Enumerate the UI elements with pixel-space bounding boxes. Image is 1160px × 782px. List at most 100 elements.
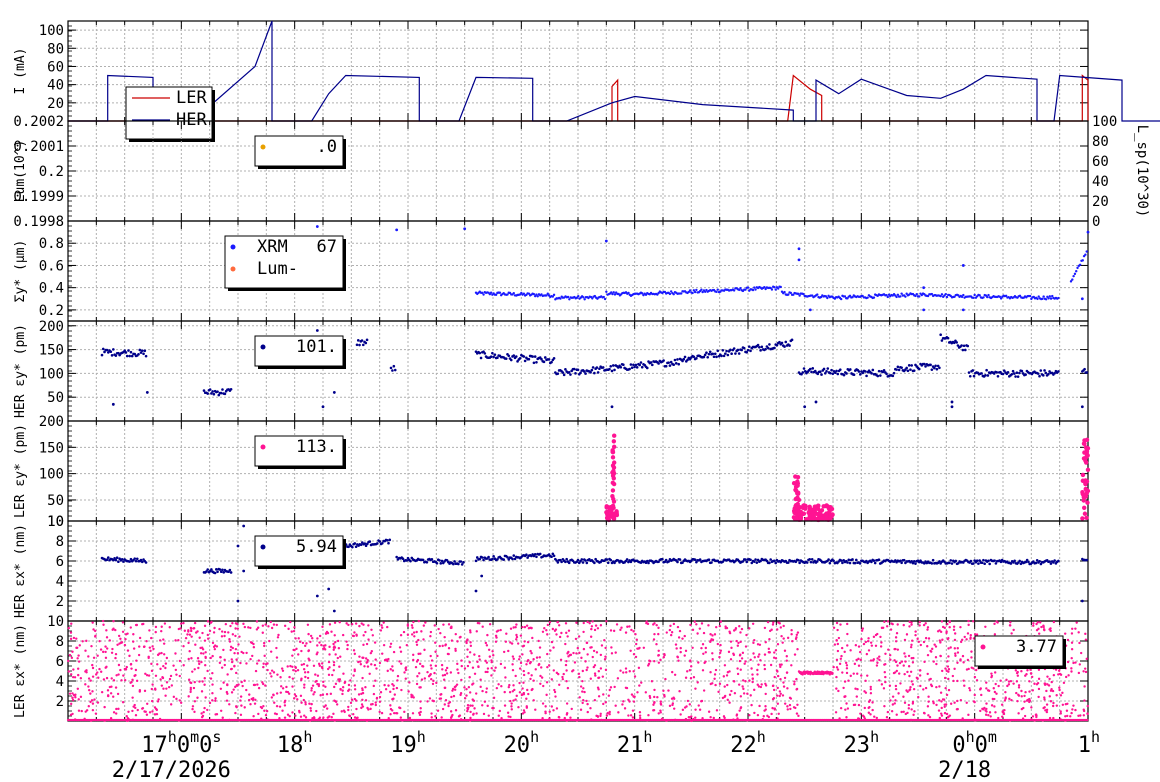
- data-point: [212, 392, 216, 396]
- data-point: [507, 354, 511, 358]
- data-point: [1077, 714, 1080, 718]
- data-point: [558, 683, 561, 686]
- data-point: [1076, 266, 1079, 270]
- data-point: [162, 687, 165, 690]
- data-point: [908, 625, 911, 628]
- data-point: [846, 644, 849, 647]
- data-point: [843, 650, 846, 654]
- data-point: [886, 620, 890, 623]
- data-point: [965, 701, 968, 704]
- data-point: [645, 559, 649, 563]
- data-point: [1075, 269, 1078, 273]
- data-point: [194, 631, 198, 634]
- data-point: [611, 433, 617, 438]
- data-point: [87, 688, 91, 692]
- data-point: [496, 558, 499, 561]
- data-point: [378, 700, 382, 703]
- data-point: [299, 694, 303, 698]
- data-point: [208, 629, 212, 633]
- data-point: [98, 639, 101, 643]
- data-point: [412, 631, 416, 634]
- data-point: [974, 668, 978, 672]
- data-point: [190, 635, 193, 638]
- data-point: [120, 641, 124, 644]
- data-point: [469, 710, 472, 714]
- data-point: [202, 652, 205, 655]
- data-point: [106, 689, 110, 692]
- data-point: [635, 642, 638, 646]
- data-point: [203, 677, 206, 680]
- data-point: [582, 630, 585, 634]
- data-point: [790, 338, 794, 342]
- data-point: [1049, 562, 1053, 565]
- data-point: [148, 629, 151, 632]
- data-point: [871, 708, 874, 712]
- data-point: [631, 709, 635, 712]
- data-point: [1077, 631, 1080, 634]
- data-point: [302, 662, 306, 666]
- data-point: [331, 673, 334, 677]
- data-point: [849, 674, 852, 678]
- data-point: [269, 672, 272, 675]
- data-point: [764, 692, 767, 696]
- data-point: [953, 632, 957, 635]
- data-point: [954, 652, 957, 655]
- data-point: [795, 502, 800, 507]
- data-point: [702, 355, 706, 359]
- data-point: [889, 628, 893, 631]
- data-point: [551, 552, 555, 556]
- data-point: [594, 674, 597, 677]
- data-point: [353, 631, 356, 634]
- data-point: [565, 659, 568, 663]
- data-point: [412, 620, 415, 624]
- data-point: [363, 542, 367, 545]
- data-point: [889, 658, 892, 661]
- data-point: [527, 692, 530, 696]
- data-point: [411, 712, 415, 715]
- data-point: [1085, 371, 1089, 374]
- data-point: [450, 639, 454, 642]
- data-point: [249, 703, 252, 706]
- data-point: [861, 371, 865, 375]
- data-point: [362, 634, 365, 637]
- data-point: [480, 556, 484, 559]
- data-point: [1073, 272, 1077, 276]
- data-point: [778, 694, 781, 698]
- data-point: [187, 629, 190, 632]
- data-point: [327, 587, 331, 591]
- data-point: [174, 639, 177, 642]
- data-point: [449, 671, 453, 674]
- data-point: [429, 654, 432, 658]
- data-point: [297, 709, 301, 713]
- data-point: [1006, 370, 1010, 374]
- data-point: [931, 647, 934, 651]
- data-point: [732, 347, 736, 350]
- data-point: [311, 684, 315, 687]
- data-point: [1057, 559, 1060, 563]
- data-point: [119, 668, 122, 672]
- data-point: [982, 296, 985, 299]
- data-point: [478, 654, 481, 658]
- data-point: [472, 699, 476, 702]
- data-point: [891, 703, 895, 706]
- data-point: [401, 557, 405, 561]
- data-point: [221, 716, 224, 719]
- data-point: [695, 623, 698, 626]
- data-point: [726, 683, 729, 687]
- data-point: [468, 676, 471, 679]
- data-point: [792, 293, 795, 296]
- data-point: [1084, 638, 1088, 641]
- data-point: [1046, 683, 1049, 686]
- data-point: [744, 660, 747, 663]
- data-point: [1037, 687, 1041, 691]
- y-axis-title: HER εx* (nm): [13, 524, 28, 618]
- data-point: [1020, 695, 1023, 698]
- data-point: [604, 646, 607, 650]
- data-point: [513, 557, 517, 561]
- data-point: [381, 652, 384, 655]
- data-point: [939, 691, 943, 694]
- data-point: [820, 373, 823, 376]
- data-point: [766, 346, 770, 350]
- data-point: [354, 622, 358, 625]
